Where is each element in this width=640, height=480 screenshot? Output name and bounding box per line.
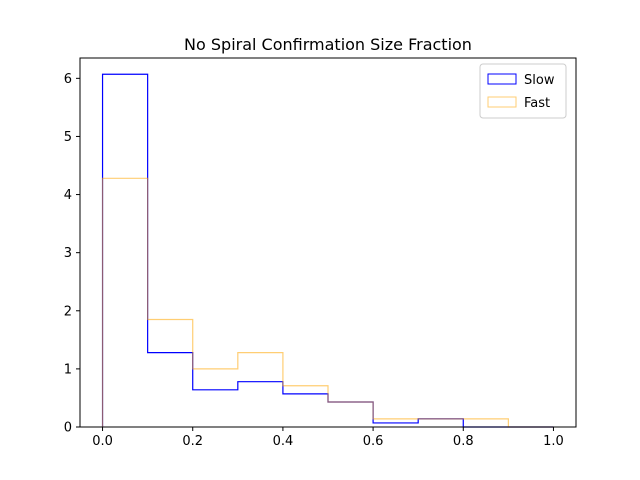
y-axis: 0 1 2 3 4 5 6 bbox=[64, 72, 80, 436]
x-tick-label: 0.4 bbox=[273, 434, 294, 449]
x-tick-label: 0.2 bbox=[182, 434, 203, 449]
legend-swatch-slow bbox=[487, 73, 517, 85]
chart-title: No Spiral Confirmation Size Fraction bbox=[184, 35, 472, 54]
x-tick-label: 0.0 bbox=[92, 434, 113, 449]
y-tick-label: 1 bbox=[64, 362, 72, 377]
legend-label-fast: Fast bbox=[524, 96, 550, 111]
series-layer bbox=[101, 73, 554, 428]
legend: Slow Fast bbox=[479, 63, 567, 119]
legend-box bbox=[479, 63, 567, 119]
legend-swatch-fast bbox=[487, 96, 517, 108]
x-axis: 0.0 0.2 0.4 0.6 0.8 1.0 bbox=[92, 427, 564, 449]
series-slow-outline bbox=[101, 73, 554, 428]
y-tick-label: 6 bbox=[64, 72, 72, 87]
axes-frame bbox=[79, 57, 577, 428]
series-fast-outline bbox=[101, 177, 554, 428]
y-tick-label: 3 bbox=[64, 246, 72, 261]
y-tick-label: 5 bbox=[64, 130, 72, 145]
y-tick-label: 4 bbox=[64, 188, 72, 203]
y-tick-label: 0 bbox=[64, 421, 72, 436]
legend-label-slow: Slow bbox=[524, 73, 555, 88]
x-tick-label: 0.6 bbox=[363, 434, 384, 449]
y-tick-label: 2 bbox=[64, 304, 72, 319]
x-tick-label: 0.8 bbox=[453, 434, 474, 449]
x-tick-label: 1.0 bbox=[543, 434, 564, 449]
